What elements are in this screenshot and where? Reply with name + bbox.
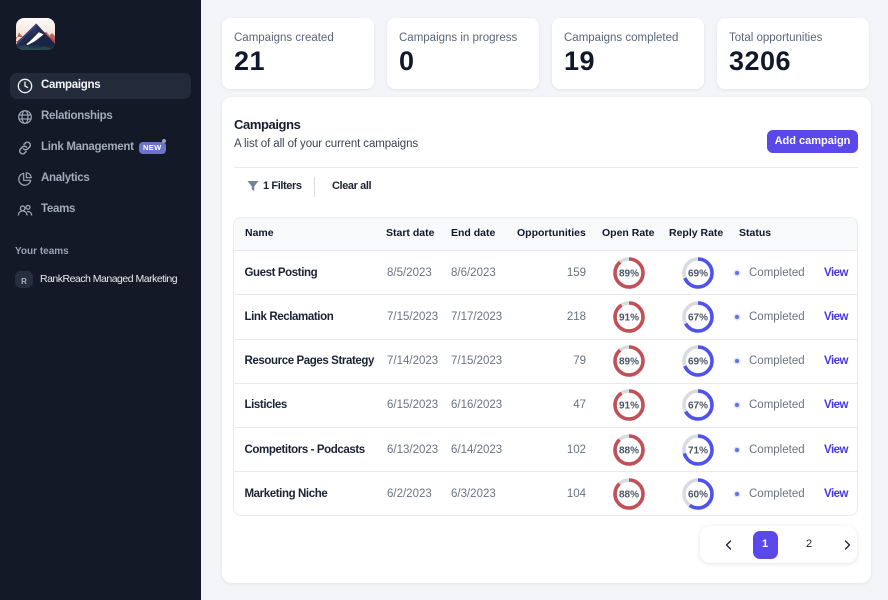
svg-text:91%: 91% <box>619 401 639 412</box>
svg-text:89%: 89% <box>619 268 639 279</box>
svg-text:67%: 67% <box>688 312 708 323</box>
svg-text:89%: 89% <box>619 357 639 368</box>
svg-text:67%: 67% <box>688 401 708 412</box>
svg-text:88%: 88% <box>619 489 639 500</box>
svg-text:91%: 91% <box>619 312 639 323</box>
svg-text:88%: 88% <box>619 445 639 456</box>
svg-text:60%: 60% <box>688 489 708 500</box>
svg-text:71%: 71% <box>688 445 708 456</box>
svg-text:69%: 69% <box>688 357 708 368</box>
svg-text:69%: 69% <box>688 268 708 279</box>
